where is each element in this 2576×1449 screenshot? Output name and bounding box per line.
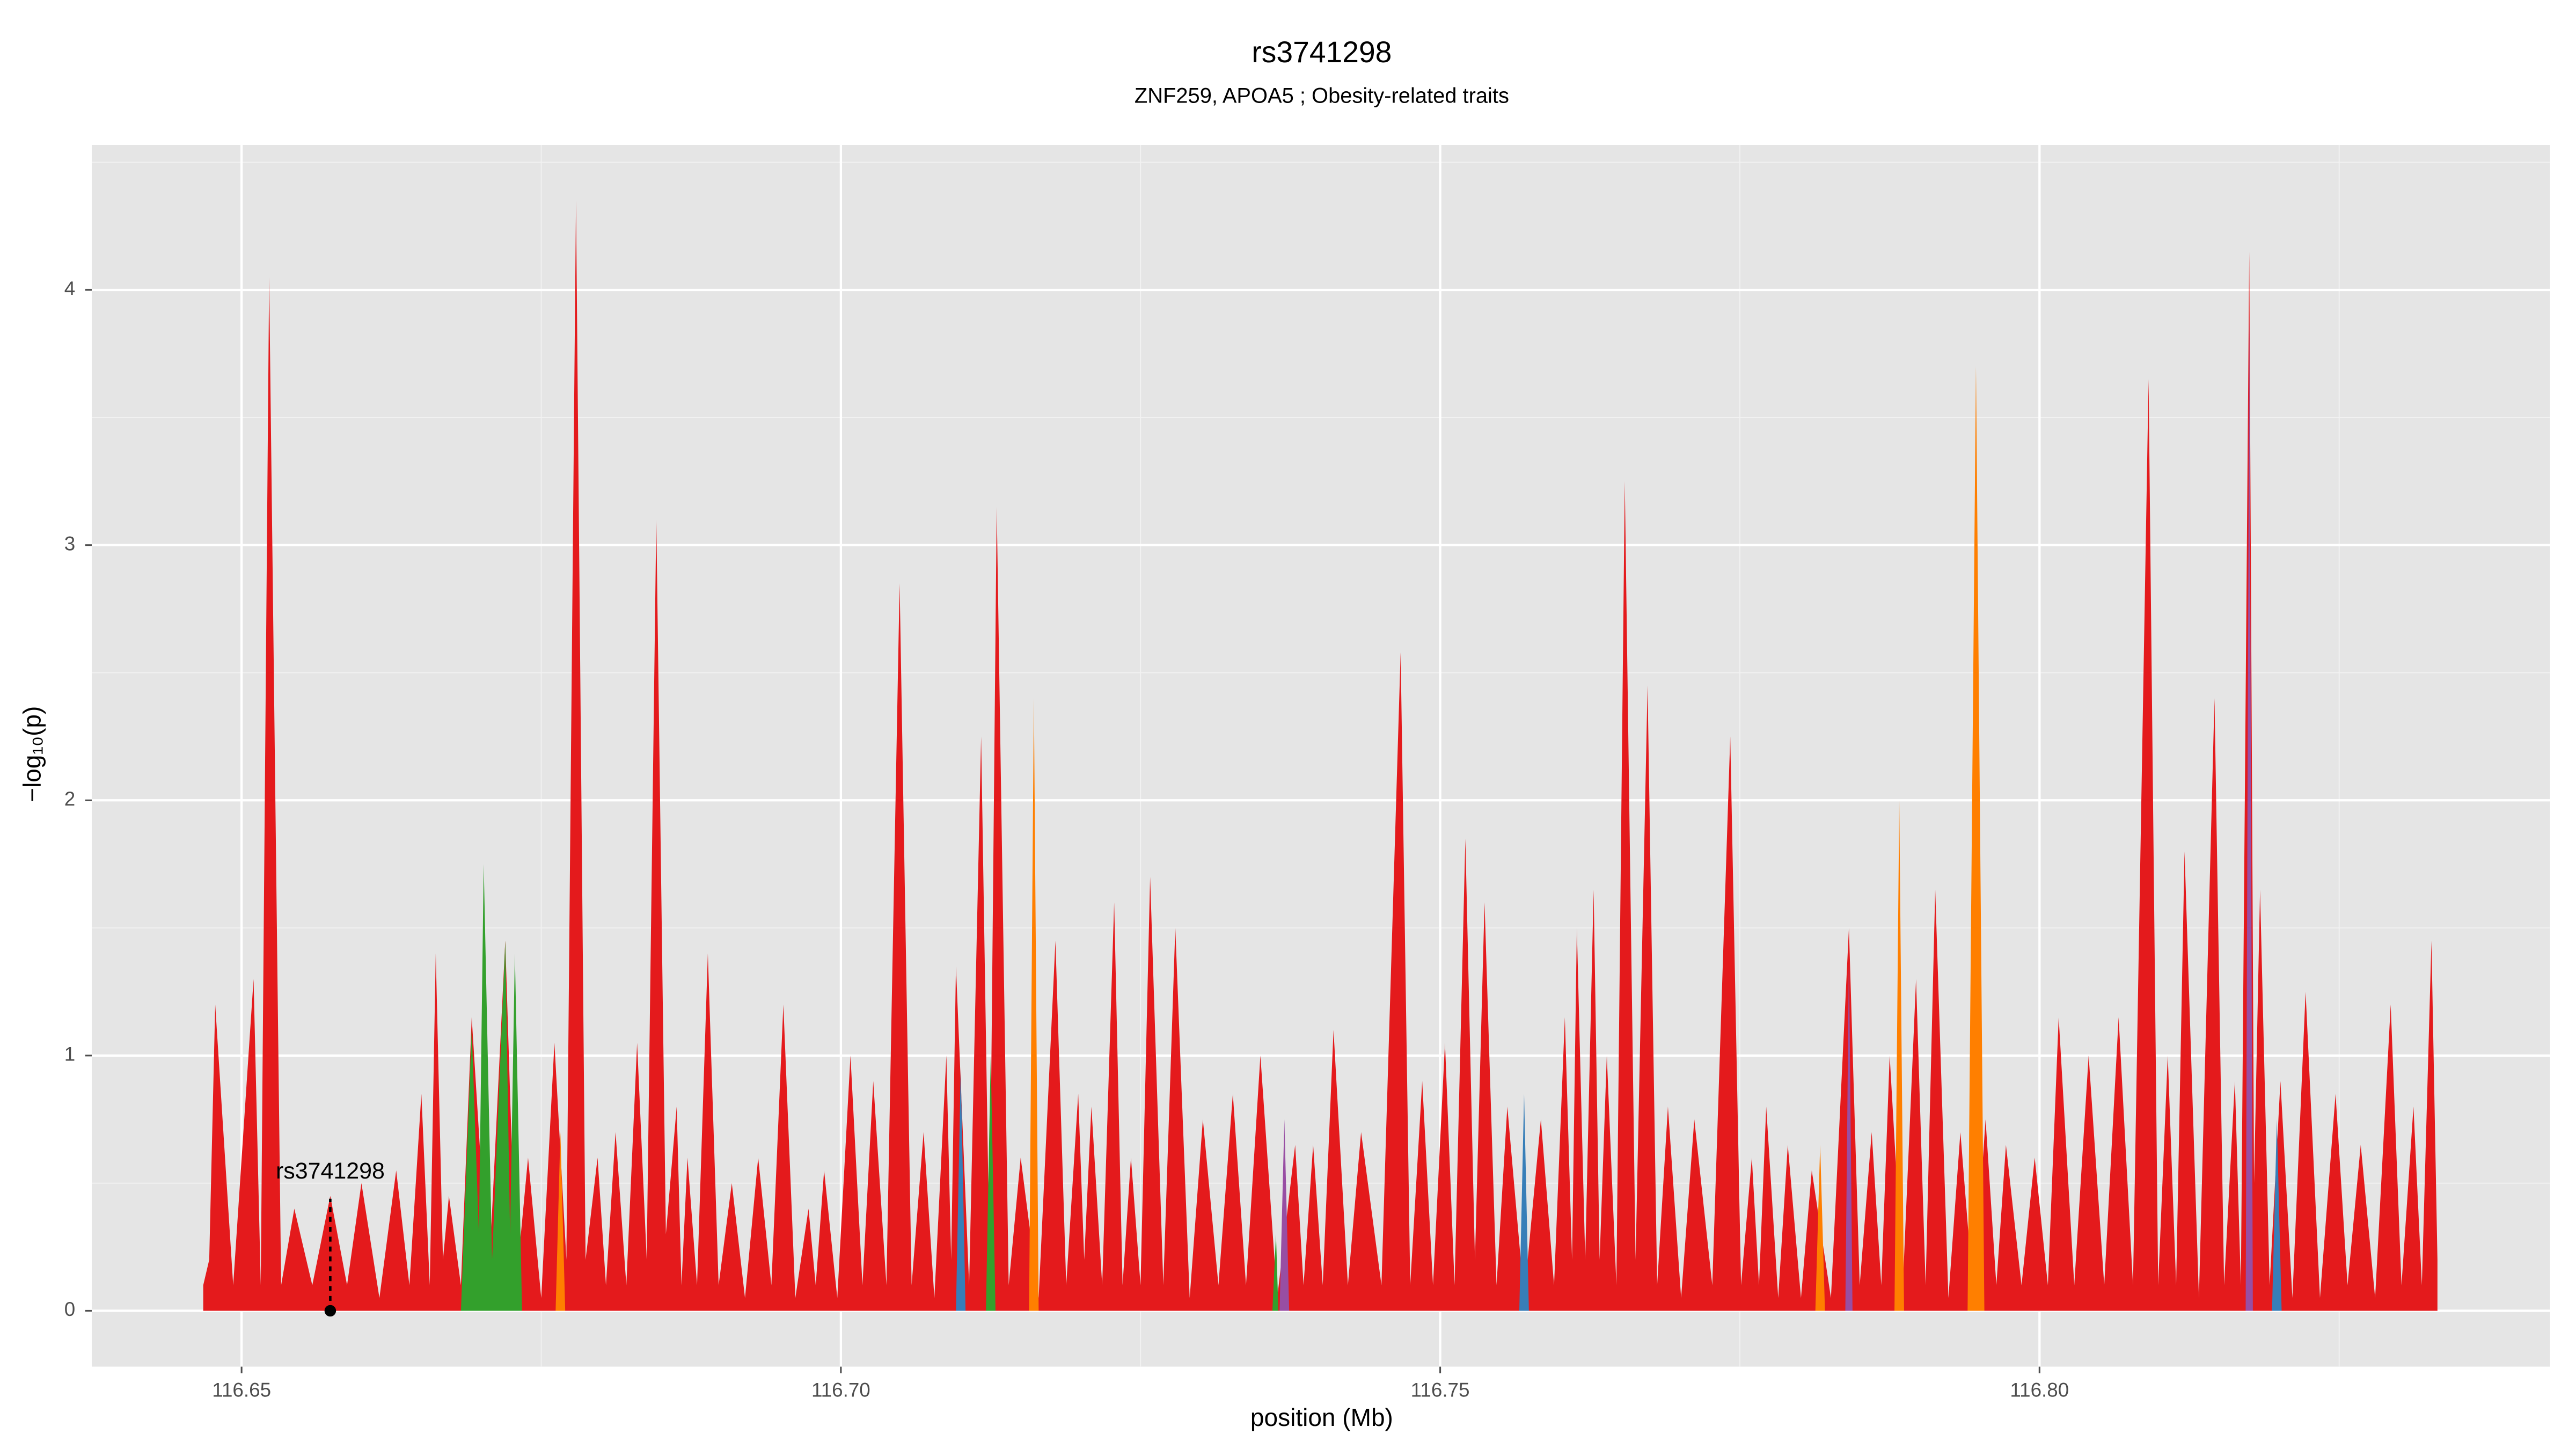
axes: 116.65 116.70 116.75 116.80 0 1 2 3 4 rs3741298 — [64, 277, 2069, 1401]
annotation-label: rs3741298 — [276, 1158, 385, 1184]
annotation-point — [324, 1305, 336, 1317]
area — [203, 200, 2438, 1311]
x-tick-label: 116.80 — [2010, 1379, 2069, 1401]
x-tick-label: 116.75 — [1411, 1379, 1470, 1401]
x-tick-label: 116.65 — [212, 1379, 271, 1401]
y-tick-label: 2 — [64, 788, 75, 810]
y-tick-label: 1 — [64, 1043, 75, 1065]
y-tick-label: 3 — [64, 532, 75, 554]
x-axis-label: position (Mb) — [1250, 1403, 1393, 1431]
y-tick-label: 4 — [64, 277, 75, 299]
x-tick-label: 116.70 — [811, 1379, 870, 1401]
chart-title: rs3741298 — [1252, 35, 1392, 69]
chart-subtitle: ZNF259, APOA5 ; Obesity-related traits — [1135, 84, 1509, 108]
y-axis-label: −log₁₀(p) — [18, 706, 46, 802]
y-tick-label: 0 — [64, 1298, 75, 1320]
areas — [203, 200, 2438, 1311]
